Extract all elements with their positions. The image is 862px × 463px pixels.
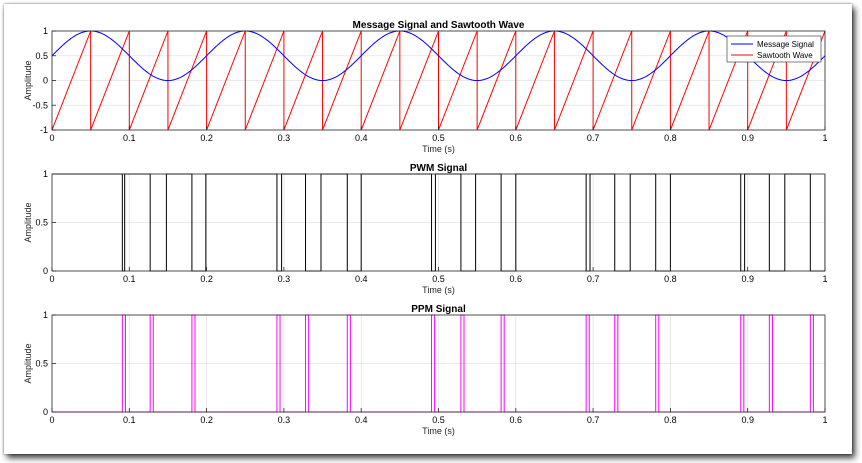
figure-window: 0 0.1 0.2 0.3 0.4 0.5 0.6 0.7 0.8 0.9 1 -1 -0.5 0 0.5 1… (4, 4, 852, 454)
legend: Message Signal Sawtooth Wave (726, 35, 822, 63)
x-tick-label: 0 (49, 133, 54, 143)
y-axis-label: Amplitude (23, 60, 33, 100)
subplot-title: PWM Signal (410, 163, 467, 174)
x-tick-label: 0.5 (432, 415, 445, 425)
x-tick-label: 0.5 (432, 133, 445, 143)
y-axis-label: Amplitude (23, 343, 33, 383)
x-tick-label: 0.3 (278, 274, 291, 284)
x-tick-label: 0 (49, 274, 54, 284)
subplot-1: 0 0.1 0.2 0.3 0.4 0.5 0.6 0.7 0.8 0.9 1 -1 -0.5 0 0.5 1… (23, 20, 828, 154)
x-tick-label: 0.3 (278, 133, 291, 143)
y-tick-label: 0.5 (35, 51, 48, 61)
x-tick-label: 0.1 (123, 133, 136, 143)
x-tick-label: 0.6 (510, 415, 523, 425)
x-tick-label: 0.8 (664, 274, 677, 284)
series-group (52, 30, 825, 131)
subplot-2: 0 0.1 0.2 0.3 0.4 0.5 0.6 0.7 0.8 0.9 1 0 0.5 1 PWM Si… (23, 163, 828, 295)
x-tick-label: 1 (822, 274, 827, 284)
x-tick-label: 0.8 (664, 415, 677, 425)
x-tick-label: 0.9 (741, 274, 754, 284)
x-tick-label: 0.6 (510, 274, 523, 284)
x-tick-label: 0.1 (123, 274, 136, 284)
y-tick-label: 0.5 (35, 218, 48, 228)
x-tick-label: 0.2 (200, 133, 213, 143)
x-axis-label: Time (s) (422, 426, 455, 436)
y-tick-label: -0.5 (32, 100, 48, 110)
x-tick-label: 0.8 (664, 133, 677, 143)
y-tick-label: 1 (43, 26, 48, 36)
x-tick-label: 0.9 (741, 133, 754, 143)
x-tick-label: 0.4 (355, 133, 368, 143)
y-tick-label: 1 (43, 169, 48, 179)
x-axis-label: Time (s) (422, 285, 455, 295)
x-tick-label: 0.9 (741, 415, 754, 425)
x-tick-label: 0.3 (278, 415, 291, 425)
x-tick-label: 0.5 (432, 274, 445, 284)
message-signal-series (52, 30, 825, 82)
x-tick-label: 0.2 (200, 415, 213, 425)
legend-box (726, 35, 822, 63)
x-tick-label: 0 (49, 415, 54, 425)
x-tick-label: 0.2 (200, 274, 213, 284)
subplot-3: 0 0.1 0.2 0.3 0.4 0.5 0.6 0.7 0.8 0.9 1 0 0.5 1 PPM Si… (23, 304, 828, 436)
legend-entry: Sawtooth Wave (757, 51, 813, 60)
x-tick-label: 1 (822, 133, 827, 143)
subplot-title: Message Signal and Sawtooth Wave (353, 20, 525, 31)
x-tick-label: 0.4 (355, 274, 368, 284)
subplot-title: PPM Signal (411, 304, 466, 315)
y-tick-label: 0 (43, 266, 48, 276)
y-tick-label: 0.5 (35, 359, 48, 369)
x-tick-label: 0.7 (587, 133, 600, 143)
x-axis-label: Time (s) (422, 144, 455, 154)
x-tick-label: 0.4 (355, 415, 368, 425)
y-tick-label: 0 (43, 76, 48, 86)
chart-canvas: 0 0.1 0.2 0.3 0.4 0.5 0.6 0.7 0.8 0.9 1 -1 -0.5 0 0.5 1… (23, 20, 828, 436)
sawtooth-series (52, 30, 825, 131)
x-tick-label: 0.6 (510, 133, 523, 143)
y-tick-label: 0 (43, 407, 48, 417)
y-tick-label: 1 (43, 310, 48, 320)
x-tick-label: 0.1 (123, 415, 136, 425)
legend-entry: Message Signal (757, 40, 814, 49)
y-axis-label: Amplitude (23, 202, 33, 242)
y-tick-label: -1 (40, 125, 48, 135)
x-tick-label: 1 (822, 415, 827, 425)
x-tick-label: 0.7 (587, 415, 600, 425)
x-tick-label: 0.7 (587, 274, 600, 284)
